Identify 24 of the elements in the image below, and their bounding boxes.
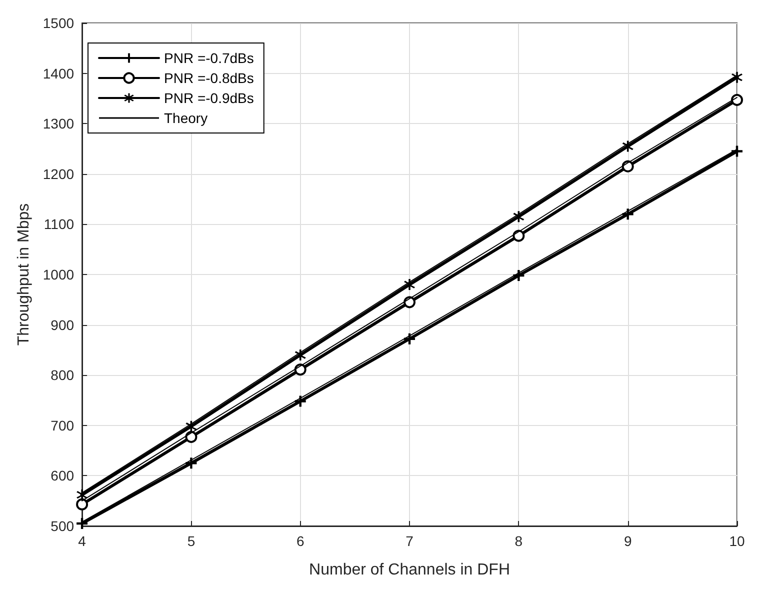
x-axis-title: Number of Channels in DFH	[309, 562, 510, 578]
y-tick-label: 800	[50, 367, 74, 384]
x-tick-label: 6	[296, 533, 304, 549]
y-tick-label: 1000	[42, 266, 74, 282]
y-axis-title: Throughput in Mbps	[16, 203, 32, 346]
y-tick-label: 1500	[42, 15, 74, 31]
x-tick-label: 5	[187, 533, 196, 549]
legend-label: PNR =-0.9dBs	[164, 90, 254, 106]
y-tick-label: 1200	[42, 166, 74, 182]
x-tick-label: 7	[406, 533, 414, 549]
x-tick-label: 4	[78, 533, 86, 549]
legend-label: Theory	[164, 110, 208, 126]
x-tick-label: 8	[514, 533, 523, 549]
x-tick-label: 9	[624, 533, 632, 549]
y-tick-label: 900	[50, 316, 74, 333]
legend-label: PNR =-0.8dBs	[164, 70, 254, 86]
y-tick-label: 700	[50, 417, 74, 434]
legend-label: PNR =-0.7dBs	[164, 50, 254, 66]
y-tick-label: 1400	[42, 65, 74, 82]
y-tick-label: 500	[50, 518, 74, 534]
x-tick-label: 10	[729, 533, 745, 549]
y-tick-label: 600	[50, 468, 74, 484]
y-tick-label: 1300	[42, 116, 74, 132]
y-tick-label: 1100	[44, 216, 74, 232]
